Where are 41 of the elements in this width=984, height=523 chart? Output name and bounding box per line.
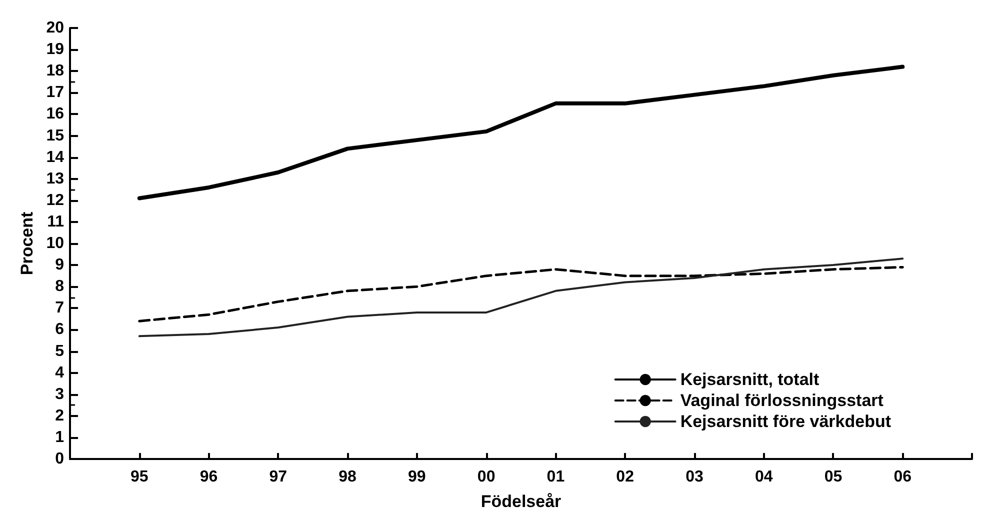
y-tick-label: 8 <box>55 278 64 296</box>
y-tick-label: 11 <box>47 213 64 230</box>
line-series <box>138 266 904 322</box>
y-tick-label: 12 <box>46 192 64 209</box>
y-tick-label: 4 <box>55 364 64 382</box>
y-tick-label: 19 <box>46 41 64 58</box>
y-axis-title: Procent <box>17 212 36 276</box>
y-tick-label: 17 <box>46 84 64 102</box>
y-tick-label: 9 <box>55 256 64 274</box>
y-tick-label: 18 <box>46 62 64 80</box>
y-tick-label: 1 <box>55 428 64 446</box>
x-tick-label: 00 <box>477 468 496 486</box>
y-tick-label: 10 <box>46 235 64 252</box>
x-axis-title: Födelseår <box>480 492 562 511</box>
x-tick-label: 01 <box>546 468 565 486</box>
line-series <box>138 258 904 338</box>
legend-label: Kejsarsnitt före värkdebut <box>680 412 892 431</box>
y-tick-label: 6 <box>55 321 64 338</box>
x-tick-label: 96 <box>200 468 218 486</box>
x-tick-label: 05 <box>824 468 842 486</box>
line-series <box>137 64 905 200</box>
y-tick-label: 7 <box>55 300 64 317</box>
x-tick-label: 02 <box>616 468 634 486</box>
y-tick-label: 15 <box>46 127 64 144</box>
x-tick-label: 99 <box>408 468 426 486</box>
x-tick-label: 04 <box>754 468 773 486</box>
y-tick-label: 5 <box>55 342 64 360</box>
y-tick-label: 14 <box>46 148 64 166</box>
y-tick-label: 0 <box>55 450 64 468</box>
y-tick-label: 3 <box>55 386 64 403</box>
legend-label: Vaginal förlossningsstart <box>680 391 884 410</box>
x-tick-label: 95 <box>130 468 148 486</box>
x-tick-label: 97 <box>269 468 288 486</box>
x-tick-label: 03 <box>686 468 704 486</box>
y-tick-label: 13 <box>46 170 64 188</box>
x-tick-label: 06 <box>894 468 912 486</box>
y-tick-label: 16 <box>46 106 64 123</box>
x-tick-label: 98 <box>338 468 357 486</box>
y-tick-label: 2 <box>55 407 64 424</box>
y-tick-label: 20 <box>46 20 64 36</box>
legend-label: Kejsarsnitt, totalt <box>680 370 820 389</box>
